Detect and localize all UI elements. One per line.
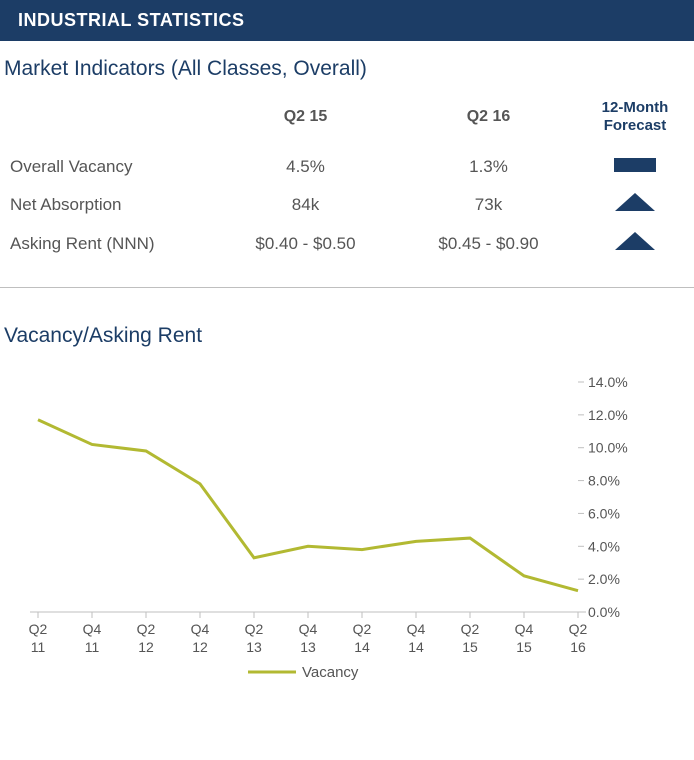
- forecast-up-icon: [615, 232, 655, 250]
- cell-forecast: [580, 224, 690, 263]
- cell-q2-16: $0.45 - $0.90: [397, 224, 580, 263]
- svg-text:14: 14: [354, 639, 370, 655]
- chart-wrap: 0.0% 2.0% 4.0% 6.0% 8.0% 10.0% 12.0% 14.0% Q2 11 Q…: [4, 358, 690, 686]
- chart-section: Vacancy/Asking Rent 0.0% 2.0% 4.0% 6.0% 8.0%…: [0, 308, 694, 690]
- row-label: Asking Rent (NNN): [4, 224, 214, 263]
- svg-text:12: 12: [138, 639, 154, 655]
- chart-title: Vacancy/Asking Rent: [4, 324, 690, 348]
- svg-text:13: 13: [300, 639, 316, 655]
- cell-q2-16: 73k: [397, 185, 580, 224]
- cell-q2-16: 1.3%: [397, 149, 580, 185]
- indicators-table: Q2 15 Q2 16 12-Month Forecast Overall Va…: [4, 91, 690, 263]
- svg-text:14.0%: 14.0%: [588, 374, 628, 390]
- svg-text:15: 15: [516, 639, 532, 655]
- indicators-title: Market Indicators (All Classes, Overall): [4, 57, 690, 81]
- vacancy-chart: 0.0% 2.0% 4.0% 6.0% 8.0% 10.0% 12.0% 14.0% Q2 11 Q…: [8, 362, 648, 682]
- svg-text:4.0%: 4.0%: [588, 538, 620, 554]
- col-q2-15: Q2 15: [214, 91, 397, 149]
- indicators-body: Overall Vacancy4.5%1.3%Net Absorption84k…: [4, 149, 690, 263]
- svg-text:Q4: Q4: [191, 621, 210, 637]
- svg-text:Q4: Q4: [299, 621, 318, 637]
- table-row: Overall Vacancy4.5%1.3%: [4, 149, 690, 185]
- svg-text:2.0%: 2.0%: [588, 571, 620, 587]
- col-q2-16: Q2 16: [397, 91, 580, 149]
- svg-text:Q2: Q2: [569, 621, 588, 637]
- row-label: Overall Vacancy: [4, 149, 214, 185]
- svg-text:6.0%: 6.0%: [588, 505, 620, 521]
- svg-text:13: 13: [246, 639, 262, 655]
- svg-text:Q4: Q4: [83, 621, 102, 637]
- svg-text:11: 11: [85, 639, 100, 655]
- svg-text:16: 16: [570, 639, 586, 655]
- svg-text:Q2: Q2: [461, 621, 480, 637]
- svg-text:12.0%: 12.0%: [588, 407, 628, 423]
- svg-text:Vacancy: Vacancy: [302, 664, 359, 681]
- header-bar: INDUSTRIAL STATISTICS: [0, 0, 694, 41]
- svg-text:Q2: Q2: [29, 621, 48, 637]
- table-row: Net Absorption84k73k: [4, 185, 690, 224]
- col-forecast: 12-Month Forecast: [580, 91, 690, 149]
- table-row: Asking Rent (NNN)$0.40 - $0.50$0.45 - $0…: [4, 224, 690, 263]
- svg-text:14: 14: [408, 639, 424, 655]
- col-empty: [4, 91, 214, 149]
- indicators-section: Market Indicators (All Classes, Overall)…: [0, 41, 694, 267]
- cell-q2-15: 4.5%: [214, 149, 397, 185]
- cell-q2-15: 84k: [214, 185, 397, 224]
- svg-text:Q2: Q2: [245, 621, 264, 637]
- header-title: INDUSTRIAL STATISTICS: [18, 10, 245, 30]
- svg-text:Q4: Q4: [407, 621, 426, 637]
- cell-q2-15: $0.40 - $0.50: [214, 224, 397, 263]
- svg-text:Q4: Q4: [515, 621, 534, 637]
- svg-text:8.0%: 8.0%: [588, 473, 620, 489]
- svg-text:Q2: Q2: [353, 621, 372, 637]
- svg-text:11: 11: [31, 639, 46, 655]
- svg-text:15: 15: [462, 639, 478, 655]
- section-divider: [0, 287, 694, 288]
- row-label: Net Absorption: [4, 185, 214, 224]
- svg-text:10.0%: 10.0%: [588, 440, 628, 456]
- svg-text:12: 12: [192, 639, 208, 655]
- svg-text:0.0%: 0.0%: [588, 604, 620, 620]
- forecast-flat-icon: [614, 158, 656, 172]
- forecast-up-icon: [615, 193, 655, 211]
- svg-text:Q2: Q2: [137, 621, 156, 637]
- cell-forecast: [580, 149, 690, 185]
- cell-forecast: [580, 185, 690, 224]
